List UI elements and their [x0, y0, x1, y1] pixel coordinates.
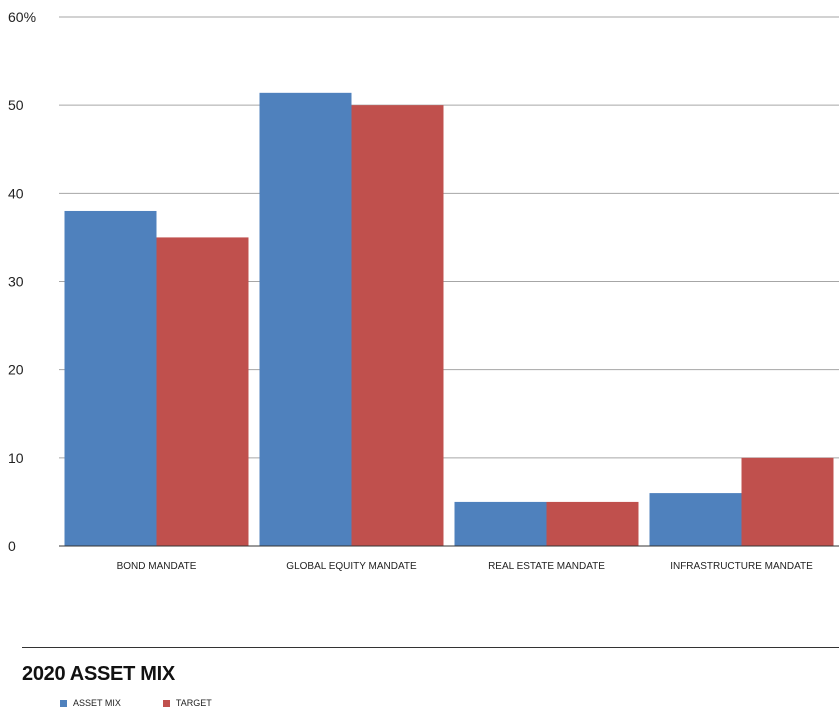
bar-asset-mix	[64, 210, 157, 546]
title-divider	[22, 647, 839, 648]
bar-target	[351, 105, 444, 547]
bar-asset-mix	[259, 92, 352, 546]
legend: ASSET MIX TARGET	[60, 698, 212, 708]
y-tick-label: 40	[8, 185, 24, 201]
y-tick-label: 20	[8, 362, 24, 378]
bar-asset-mix	[454, 501, 547, 546]
legend-label-asset-mix: ASSET MIX	[73, 698, 121, 708]
x-axis-category-labels: BOND MANDATE GLOBAL EQUITY MANDATE REAL ES…	[117, 561, 814, 572]
x-category-label: BOND MANDATE	[117, 561, 197, 572]
y-tick-label: 60%	[8, 9, 36, 25]
legend-item-asset-mix: ASSET MIX	[60, 698, 121, 708]
x-category-label: GLOBAL EQUITY MANDATE	[286, 561, 417, 572]
bar-target	[156, 237, 249, 546]
y-tick-label: 50	[8, 97, 24, 113]
bar-chart: 0 10 20 30 40 50 60% BOND MANDATE GLOBAL EQUITY…	[8, 9, 839, 572]
legend-swatch-asset-mix	[60, 699, 67, 707]
legend-swatch-target	[162, 699, 170, 707]
y-tick-label: 30	[8, 274, 24, 290]
y-tick-label: 0	[8, 538, 16, 554]
bar-asset-mix	[649, 493, 742, 546]
x-category-label: INFRASTRUCTURE MANDATE	[670, 561, 813, 572]
bars	[64, 92, 834, 547]
y-tick-label: 10	[8, 450, 24, 466]
legend-item-target: TARGET	[162, 698, 212, 708]
legend-label-target: TARGET	[175, 698, 212, 708]
x-category-label: REAL ESTATE MANDATE	[488, 561, 605, 572]
chart-title: 2020 ASSET MIX	[22, 663, 175, 685]
bar-target	[546, 501, 639, 546]
bar-target	[741, 457, 834, 546]
y-axis-tick-labels: 0 10 20 30 40 50 60%	[8, 9, 36, 554]
